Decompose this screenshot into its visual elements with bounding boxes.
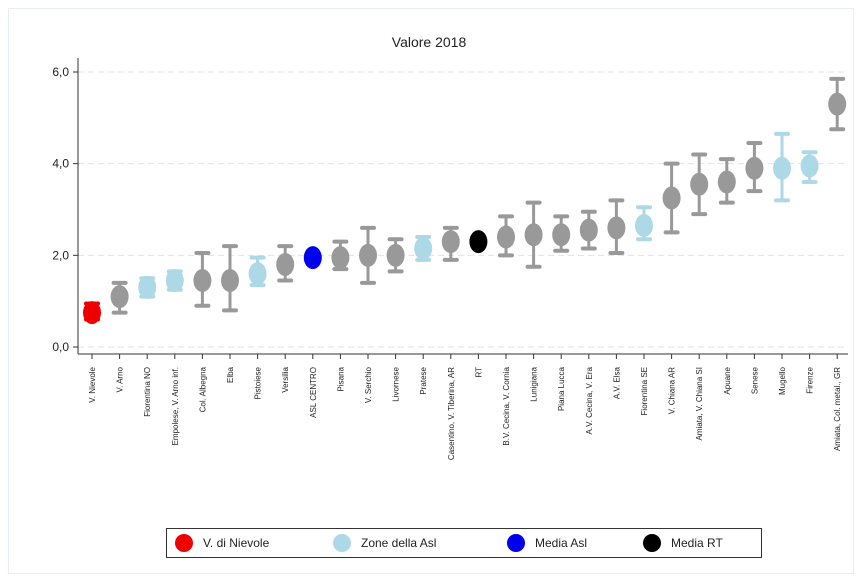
data-point (331, 246, 350, 270)
x-tick-label: Elba (226, 366, 235, 383)
chart-title: Valore 2018 (391, 34, 467, 50)
data-point (414, 236, 433, 260)
data-point (524, 223, 543, 247)
legend-label: V. di Nievole (203, 536, 270, 550)
data-point (579, 218, 598, 242)
data-point (635, 214, 653, 238)
x-tick-label: Col. Albegna (198, 366, 207, 412)
data-point (773, 156, 791, 180)
legend-marker-blue (507, 534, 525, 552)
legend-item-v-di-nievole: V. di Nievole (175, 529, 269, 557)
x-tick-label: Senese (750, 366, 759, 394)
legend-label: Zone della Asl (361, 536, 437, 550)
data-point (552, 223, 571, 247)
x-tick-label: Mugello (778, 366, 787, 395)
x-tick-label: B.V. Cecina, V. Cornia (502, 366, 511, 445)
x-tick-label: RT (474, 367, 483, 378)
legend-marker-red (175, 534, 193, 552)
x-tick-label: A.V. Elsa (612, 366, 621, 399)
x-tick-label: Casentino, V. Tiberina, AR (447, 367, 456, 460)
chart-plot: 0,0 2,0 4,0 6,0 V. Nievole V. Arno Fiorentina … (52, 58, 848, 460)
x-tick-label: ASL CENTRO (309, 367, 318, 418)
x-tick-label: V. Chiana AR (668, 367, 677, 415)
data-point (248, 262, 267, 286)
data-point (800, 154, 819, 178)
x-tick-label: Firenze (806, 366, 815, 393)
legend-label: Media RT (671, 536, 723, 550)
data-point (745, 156, 764, 180)
x-tick-label: V. Serchio (364, 366, 373, 403)
data-point (469, 230, 488, 254)
legend-marker-black (643, 534, 661, 552)
data-point (690, 172, 709, 196)
data-point (828, 92, 847, 116)
y-tick-label: 2,0 (52, 248, 69, 262)
legend-item-media-rt: Media RT (643, 529, 723, 557)
x-tick-label: Amiata, V. Chiana SI (695, 367, 704, 441)
legend-item-zone-della-asl: Zone della Asl (333, 529, 436, 557)
x-tick-label: Apuane (723, 366, 732, 394)
legend-item-media-asl: Media Asl (507, 529, 587, 557)
chart-legend: V. di Nievole Zone della Asl Media Asl M… (166, 528, 762, 558)
x-tick-label: Piana Lucca (557, 366, 566, 411)
data-point (607, 216, 626, 240)
x-tick-label: Versilia (281, 366, 290, 392)
x-tick-label: Pisana (336, 366, 345, 391)
legend-marker-lightblue (333, 534, 351, 552)
data-point (441, 230, 460, 254)
data-point (193, 269, 212, 293)
x-tick-label: Fiorentina NO (143, 367, 152, 417)
y-tick-label: 0,0 (52, 340, 69, 354)
chart-frame (8, 8, 854, 574)
x-tick-label: Empolese, V. Arno inf. (171, 367, 180, 445)
y-tick-label: 6,0 (52, 65, 69, 79)
x-tick-label: Lunigiana (530, 366, 539, 401)
x-tick-label: V. Arno (116, 366, 125, 392)
data-point (717, 170, 736, 194)
x-tick-label: Livornese (392, 366, 401, 401)
data-point (303, 246, 322, 270)
x-tick-label: V. Nievole (88, 366, 97, 402)
data-point (497, 225, 515, 249)
data-point (83, 301, 101, 325)
data-point (662, 186, 681, 210)
legend-label: Media Asl (535, 536, 588, 550)
data-point (276, 253, 295, 276)
data-point (138, 275, 157, 299)
x-tick-label: Amiata, Col. metal., GR (833, 367, 842, 451)
data-point (165, 269, 184, 293)
data-point (221, 269, 239, 293)
x-tick-label: Fiorentina SE (640, 367, 649, 415)
y-tick-label: 4,0 (52, 157, 69, 171)
x-tick-label: Pistoiese (254, 366, 263, 399)
data-point (110, 285, 129, 309)
data-point (359, 243, 377, 267)
x-tick-label: Pratese (419, 366, 428, 394)
x-tick-label: A.V. Cecina, V. Era (585, 366, 594, 434)
data-point (386, 243, 405, 267)
